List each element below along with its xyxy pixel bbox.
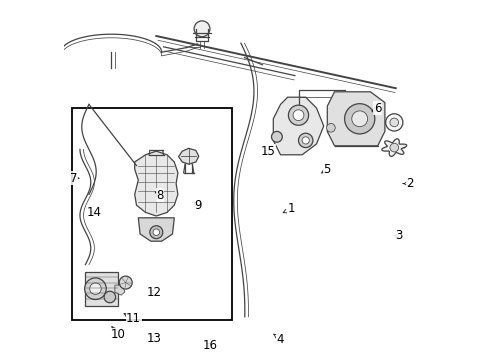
Circle shape: [104, 291, 115, 303]
Polygon shape: [115, 285, 125, 295]
Text: 11: 11: [124, 312, 141, 325]
Circle shape: [351, 111, 367, 127]
Text: 3: 3: [393, 229, 402, 242]
Text: 9: 9: [193, 199, 201, 212]
Polygon shape: [138, 218, 174, 241]
Text: 5: 5: [321, 163, 330, 176]
Circle shape: [389, 118, 398, 127]
Circle shape: [271, 131, 282, 142]
Text: 15: 15: [260, 145, 275, 158]
Text: 7: 7: [70, 172, 79, 185]
Text: 13: 13: [146, 332, 161, 345]
Circle shape: [298, 133, 312, 148]
Bar: [72, 108, 231, 320]
Text: 2: 2: [402, 177, 413, 190]
Circle shape: [288, 105, 308, 125]
Text: 8: 8: [155, 189, 163, 202]
Circle shape: [153, 229, 159, 235]
Text: 10: 10: [110, 327, 125, 341]
Text: 14: 14: [87, 206, 102, 219]
Circle shape: [119, 276, 132, 289]
Circle shape: [89, 283, 101, 294]
Circle shape: [302, 137, 309, 144]
Circle shape: [149, 226, 163, 239]
Text: 1: 1: [283, 202, 294, 215]
Polygon shape: [178, 148, 199, 164]
Polygon shape: [134, 151, 178, 216]
Text: 4: 4: [273, 333, 284, 346]
Circle shape: [385, 114, 402, 131]
Circle shape: [344, 104, 374, 134]
Text: 16: 16: [203, 339, 217, 352]
Text: 12: 12: [146, 286, 161, 299]
Text: 6: 6: [371, 102, 381, 114]
Bar: [85, 272, 118, 306]
Polygon shape: [273, 97, 323, 155]
Circle shape: [292, 110, 303, 121]
Circle shape: [326, 123, 335, 132]
Circle shape: [389, 143, 398, 152]
Circle shape: [194, 21, 209, 37]
Polygon shape: [326, 92, 384, 146]
Polygon shape: [381, 139, 406, 156]
Circle shape: [84, 278, 106, 300]
